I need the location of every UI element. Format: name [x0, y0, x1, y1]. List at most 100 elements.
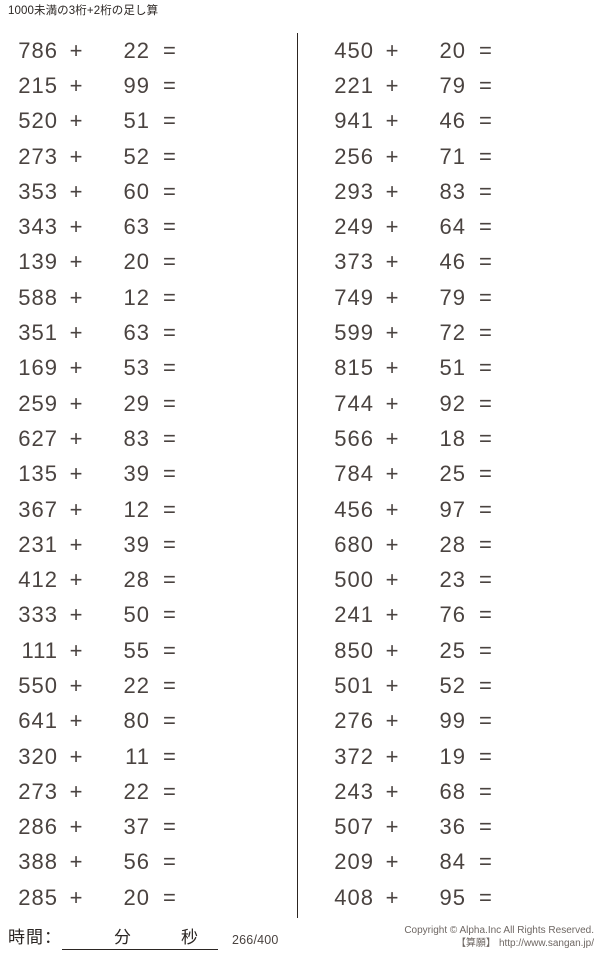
first-addend: 784 [334, 461, 374, 487]
second-addend: 12 [123, 284, 150, 310]
first-addend: 588 [18, 284, 58, 310]
site-url-link[interactable]: http://www.sangan.jp/ [498, 938, 594, 949]
problem-row: 500 +23 = [302, 562, 592, 597]
second-addend: 79 [439, 284, 466, 310]
time-answer-blank[interactable]: 分秒 [62, 926, 218, 950]
problem-row: 343 +63 = [0, 209, 290, 244]
second-addend: 97 [439, 496, 466, 522]
first-addend: 456 [334, 496, 374, 522]
problem-row: 550 +22 = [0, 668, 290, 703]
plus-operator: + [69, 143, 83, 169]
equals-sign: = [163, 425, 176, 451]
first-addend: 507 [334, 814, 374, 840]
problem-row: 412 +28 = [0, 562, 290, 597]
problem-row: 215 +99 = [0, 68, 290, 103]
second-addend: 92 [439, 390, 466, 416]
plus-operator: + [385, 567, 399, 593]
plus-operator: + [385, 461, 399, 487]
equals-sign: = [479, 602, 492, 628]
equals-sign: = [163, 708, 176, 734]
equals-sign: = [163, 355, 176, 381]
second-addend: 83 [123, 425, 150, 451]
problem-row: 285 +20 = [0, 880, 290, 915]
first-addend: 139 [18, 249, 58, 275]
plus-operator: + [385, 496, 399, 522]
second-addend: 52 [439, 672, 466, 698]
first-addend: 372 [334, 743, 374, 769]
second-addend: 39 [123, 461, 150, 487]
first-addend: 249 [334, 214, 374, 240]
second-addend: 50 [123, 602, 150, 628]
equals-sign: = [479, 461, 492, 487]
first-addend: 408 [334, 884, 374, 910]
plus-operator: + [385, 778, 399, 804]
second-addend: 46 [439, 249, 466, 275]
equals-sign: = [163, 567, 176, 593]
equals-sign: = [163, 637, 176, 663]
first-addend: 815 [334, 355, 374, 381]
equals-sign: = [163, 531, 176, 557]
equals-sign: = [479, 884, 492, 910]
problem-row: 259 +29 = [0, 386, 290, 421]
second-addend: 28 [123, 567, 150, 593]
first-addend: 351 [18, 320, 58, 346]
equals-sign: = [163, 884, 176, 910]
plus-operator: + [69, 849, 83, 875]
first-addend: 599 [334, 320, 374, 346]
plus-operator: + [69, 320, 83, 346]
equals-sign: = [163, 214, 176, 240]
problem-row: 641 +80 = [0, 704, 290, 739]
equals-sign: = [479, 567, 492, 593]
first-addend: 333 [18, 602, 58, 628]
equals-sign: = [479, 249, 492, 275]
plus-operator: + [385, 143, 399, 169]
problem-row: 749 +79 = [302, 280, 592, 315]
plus-operator: + [385, 672, 399, 698]
first-addend: 353 [18, 178, 58, 204]
equals-sign: = [163, 672, 176, 698]
plus-operator: + [69, 884, 83, 910]
problem-row: 784 +25 = [302, 457, 592, 492]
equals-sign: = [163, 602, 176, 628]
first-addend: 320 [18, 743, 58, 769]
equals-sign: = [479, 708, 492, 734]
second-addend: 95 [439, 884, 466, 910]
equals-sign: = [479, 355, 492, 381]
plus-operator: + [385, 178, 399, 204]
first-addend: 169 [18, 355, 58, 381]
plus-operator: + [69, 567, 83, 593]
problem-row: 501 +52 = [302, 668, 592, 703]
second-addend: 22 [123, 37, 150, 63]
plus-operator: + [69, 461, 83, 487]
plus-operator: + [385, 814, 399, 840]
first-addend: 259 [18, 390, 58, 416]
equals-sign: = [163, 849, 176, 875]
problem-row: 249 +64 = [302, 209, 592, 244]
problem-column-right: 450 +20 = 221 +79 = 941 +46 = 256 +71 = 293 +83 = 249 +6… [302, 33, 592, 918]
first-addend: 550 [18, 672, 58, 698]
first-addend: 241 [334, 602, 374, 628]
equals-sign: = [479, 143, 492, 169]
first-addend: 680 [334, 531, 374, 557]
second-addend: 68 [439, 778, 466, 804]
plus-operator: + [69, 743, 83, 769]
plus-operator: + [69, 814, 83, 840]
plus-operator: + [385, 37, 399, 63]
plus-operator: + [385, 249, 399, 275]
problem-row: 221 +79 = [302, 68, 592, 103]
problem-row: 351 +63 = [0, 315, 290, 350]
plus-operator: + [69, 531, 83, 557]
plus-operator: + [69, 108, 83, 134]
plus-operator: + [385, 637, 399, 663]
first-addend: 566 [334, 425, 374, 451]
second-addend: 51 [439, 355, 466, 381]
first-addend: 500 [334, 567, 374, 593]
plus-operator: + [69, 72, 83, 98]
equals-sign: = [479, 743, 492, 769]
problem-row: 353 +60 = [0, 174, 290, 209]
problem-row: 273 +22 = [0, 774, 290, 809]
plus-operator: + [69, 37, 83, 63]
problem-row: 231 +39 = [0, 527, 290, 562]
first-addend: 941 [334, 108, 374, 134]
equals-sign: = [163, 320, 176, 346]
